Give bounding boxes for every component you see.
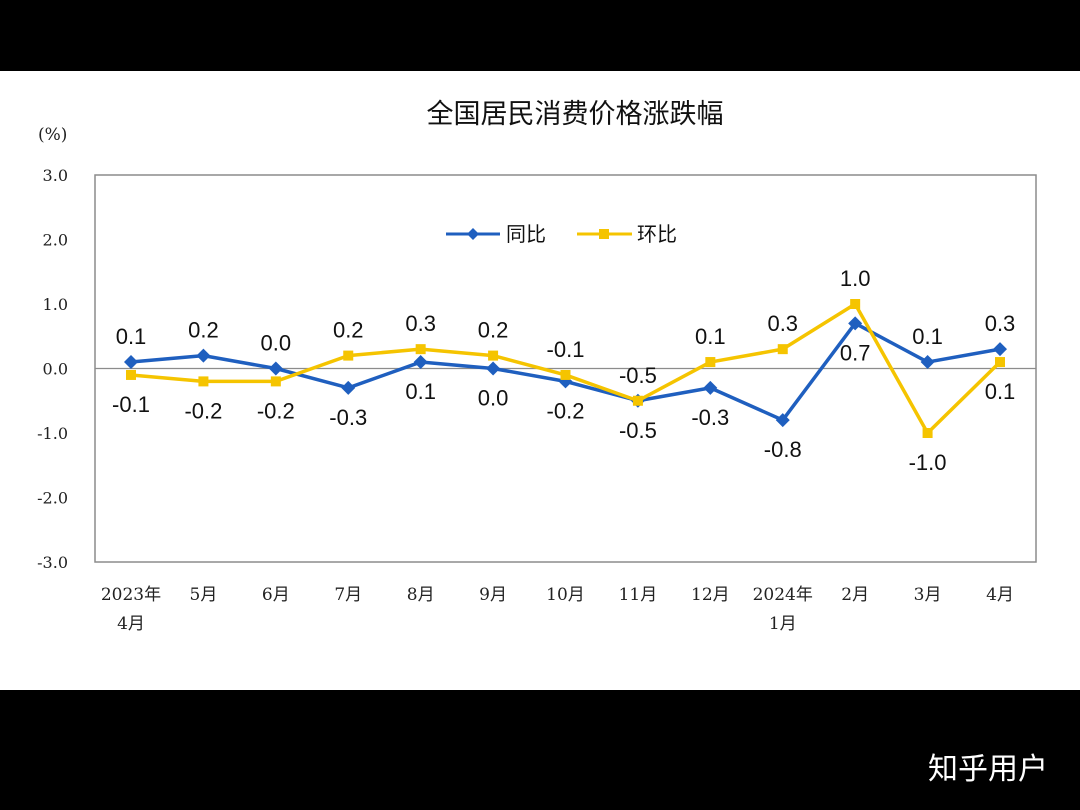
data-label: 0.2 — [333, 318, 364, 343]
data-point — [413, 355, 428, 370]
data-point — [995, 357, 1005, 368]
data-point — [270, 376, 281, 387]
y-tick-label: -3.0 — [37, 553, 68, 572]
x-tick-label: 4月 — [986, 585, 1014, 605]
data-point — [920, 355, 935, 370]
y-axis-unit: (%) — [38, 125, 67, 145]
data-label: 0.1 — [405, 379, 436, 404]
data-point — [341, 380, 356, 395]
data-point — [632, 395, 643, 406]
data-point — [705, 357, 716, 368]
data-label: -0.3 — [329, 405, 367, 430]
data-point — [848, 316, 863, 331]
data-point — [560, 369, 571, 380]
data-label: 0.1 — [912, 324, 943, 349]
data-point — [703, 380, 718, 395]
data-label: -0.1 — [547, 337, 585, 362]
data-point — [124, 355, 138, 370]
data-label: -0.5 — [619, 363, 657, 388]
data-labels: 0.1 0.2 0.0 -0.3 0.1 0.0 -0.2 -0.5 -0.3 -0.8 0.7 0.… — [112, 266, 1015, 475]
data-label: 0.1 — [695, 324, 726, 349]
y-tick-label: -2.0 — [37, 489, 68, 508]
watermark: 知乎用户 — [928, 752, 1048, 787]
x-tick-label: 2月 — [841, 585, 869, 605]
data-point — [196, 348, 211, 363]
y-tick-label: 3.0 — [43, 166, 68, 185]
legend-label-mom: 环比 — [637, 222, 677, 246]
data-label: -0.2 — [257, 398, 295, 423]
series-layer — [124, 299, 1007, 438]
chart: 全国居民消费价格涨跌幅 (%) 3.0 2.0 1.0 0.0 -1.0 -2.0 -3.0… — [37, 99, 1037, 634]
data-point — [268, 361, 283, 376]
data-label: -0.2 — [184, 398, 222, 423]
data-label: 0.0 — [478, 386, 509, 411]
data-label: -0.5 — [619, 418, 657, 443]
x-tick-label: 8月 — [407, 585, 435, 605]
data-label: 0.1 — [116, 324, 147, 349]
data-point — [922, 428, 933, 438]
data-point — [777, 344, 788, 355]
data-label: 0.1 — [985, 379, 1016, 404]
x-tick-label: 6月 — [262, 585, 290, 605]
x-axis-ticks: 2023年 4月 5月 6月 7月 8月 9月 10月 11月 12月 2024年 1月 2月 3月 4月 — [101, 585, 1014, 634]
y-tick-label: 0.0 — [43, 360, 68, 379]
data-label: -0.3 — [691, 405, 729, 430]
y-tick-label: 1.0 — [43, 295, 68, 314]
data-point — [993, 342, 1007, 357]
legend: 同比 环比 — [446, 222, 677, 246]
x-tick-label: 10月 — [546, 585, 585, 605]
x-tick-label: 2024年 — [753, 585, 813, 605]
x-tick-label: 9月 — [479, 585, 507, 605]
data-label: 0.7 — [840, 340, 871, 365]
data-label: 1.0 — [840, 266, 871, 291]
y-axis-ticks: 3.0 2.0 1.0 0.0 -1.0 -2.0 -3.0 — [37, 166, 68, 572]
data-label: -0.1 — [112, 392, 150, 417]
data-point — [775, 413, 790, 428]
data-point — [198, 376, 209, 387]
data-label: 0.3 — [405, 311, 436, 336]
data-point — [486, 361, 501, 376]
chart-title: 全国居民消费价格涨跌幅 — [427, 99, 724, 130]
data-label: 0.2 — [478, 318, 509, 343]
data-label: 0.2 — [188, 318, 219, 343]
data-point — [850, 299, 861, 309]
data-point — [415, 344, 426, 355]
data-label: -0.8 — [764, 437, 802, 462]
y-tick-label: 2.0 — [43, 231, 68, 250]
y-tick-label: -1.0 — [37, 424, 68, 443]
x-tick-label: 4月 — [117, 614, 145, 634]
data-point — [343, 350, 354, 361]
x-tick-label: 1月 — [769, 614, 797, 634]
data-point — [488, 350, 499, 361]
legend-marker-yoy — [467, 228, 479, 240]
data-label: 0.3 — [767, 311, 798, 336]
x-tick-label: 12月 — [691, 585, 730, 605]
data-label: 0.0 — [261, 331, 292, 356]
legend-marker-mom — [599, 229, 609, 239]
x-tick-label: 2023年 — [101, 585, 161, 605]
data-point — [126, 369, 136, 380]
x-tick-label: 7月 — [334, 585, 362, 605]
x-tick-label: 5月 — [190, 585, 218, 605]
data-label: 0.3 — [985, 311, 1016, 336]
data-label: -1.0 — [909, 450, 947, 475]
x-tick-label: 11月 — [619, 585, 658, 605]
data-label: -0.2 — [547, 398, 585, 423]
legend-label-yoy: 同比 — [506, 222, 546, 246]
x-tick-label: 3月 — [914, 585, 942, 605]
